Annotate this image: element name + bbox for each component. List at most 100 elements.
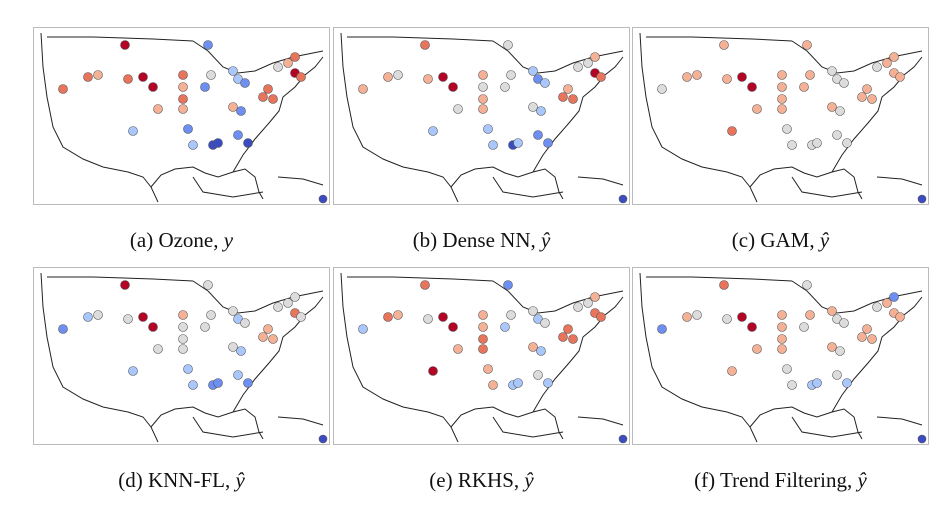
coastline (40, 32, 324, 203)
station-dot (483, 124, 493, 134)
station-dot (296, 312, 306, 322)
station-dot (727, 126, 737, 136)
station-dot (536, 346, 546, 356)
caption-label: (f) Trend Filtering, (694, 468, 853, 492)
map-panel (33, 27, 330, 205)
caption-symbol: ŷ (235, 468, 245, 492)
map-border (632, 267, 929, 445)
caption-symbol: y (223, 228, 234, 252)
station-dot (882, 298, 892, 308)
map-border (632, 27, 929, 205)
station-dot (393, 70, 403, 80)
station-dot (917, 194, 927, 204)
station-dot (805, 310, 815, 320)
station-dot (483, 364, 493, 374)
station-dot (568, 334, 578, 344)
station-dot (513, 378, 523, 388)
station-dot (200, 322, 210, 332)
station-dot (889, 292, 899, 302)
station-dot (782, 124, 792, 134)
station-dot (777, 310, 787, 320)
station-dot (258, 92, 268, 102)
station-dot (420, 40, 430, 50)
station-dot (540, 318, 550, 328)
station-dot (488, 140, 498, 150)
station-dot (438, 72, 448, 82)
station-dot (573, 62, 583, 72)
station-dot (782, 364, 792, 374)
station-dot (243, 138, 253, 148)
station-dot (93, 310, 103, 320)
station-dot (318, 434, 328, 444)
station-dot (752, 104, 762, 114)
caption: (d) KNN-FL, ŷ (33, 468, 330, 493)
station-dot (200, 82, 210, 92)
station-dot (563, 324, 573, 334)
station-dot (533, 370, 543, 380)
station-dot (120, 40, 130, 50)
coastline (340, 272, 624, 443)
map-panel (33, 267, 330, 445)
station-dot (777, 344, 787, 354)
station-dot (148, 322, 158, 332)
station-dot (383, 72, 393, 82)
station-dot (478, 104, 488, 114)
station-dot (827, 306, 837, 316)
map-panel (632, 27, 929, 205)
station-dot (747, 322, 757, 332)
station-dot (318, 194, 328, 204)
station-dot (228, 306, 238, 316)
station-dot (240, 78, 250, 88)
station-dot (842, 138, 852, 148)
station-dot (692, 70, 702, 80)
station-dot (420, 280, 430, 290)
station-dot (478, 310, 488, 320)
station-dot (383, 312, 393, 322)
station-dot (528, 66, 538, 76)
station-dot (240, 318, 250, 328)
station-dot (478, 82, 488, 92)
station-dot (203, 280, 213, 290)
station-dot (842, 378, 852, 388)
station-dot (138, 312, 148, 322)
station-dot (839, 318, 849, 328)
station-dot (58, 324, 68, 334)
station-dot (228, 102, 238, 112)
station-dot (777, 70, 787, 80)
station-dot (827, 102, 837, 112)
caption-symbol: ŷ (540, 228, 551, 252)
station-dot (358, 84, 368, 94)
station-dot (233, 370, 243, 380)
station-dot (283, 58, 293, 68)
station-dot (812, 138, 822, 148)
station-dot (236, 106, 246, 116)
station-dot (777, 82, 787, 92)
station-dot (178, 94, 188, 104)
station-dot (178, 104, 188, 114)
station-dot (268, 334, 278, 344)
station-dot (802, 40, 812, 50)
station-dot (573, 302, 583, 312)
station-dot (138, 72, 148, 82)
station-dot (178, 322, 188, 332)
station-dot (513, 138, 523, 148)
station-dot (777, 104, 787, 114)
station-dot (178, 310, 188, 320)
station-dot (777, 334, 787, 344)
station-dot (83, 312, 93, 322)
station-dot (283, 298, 293, 308)
station-dot (682, 312, 692, 322)
station-dot (777, 94, 787, 104)
station-dot (747, 82, 757, 92)
station-dot (558, 332, 568, 342)
station-dot (568, 94, 578, 104)
station-dot (438, 312, 448, 322)
station-dot (448, 322, 458, 332)
caption: (b) Dense NN, ŷ (333, 228, 630, 253)
caption-label: (b) Dense NN, (412, 228, 536, 252)
station-dot (233, 130, 243, 140)
station-dot (290, 292, 300, 302)
station-dot (543, 138, 553, 148)
station-dot (827, 66, 837, 76)
